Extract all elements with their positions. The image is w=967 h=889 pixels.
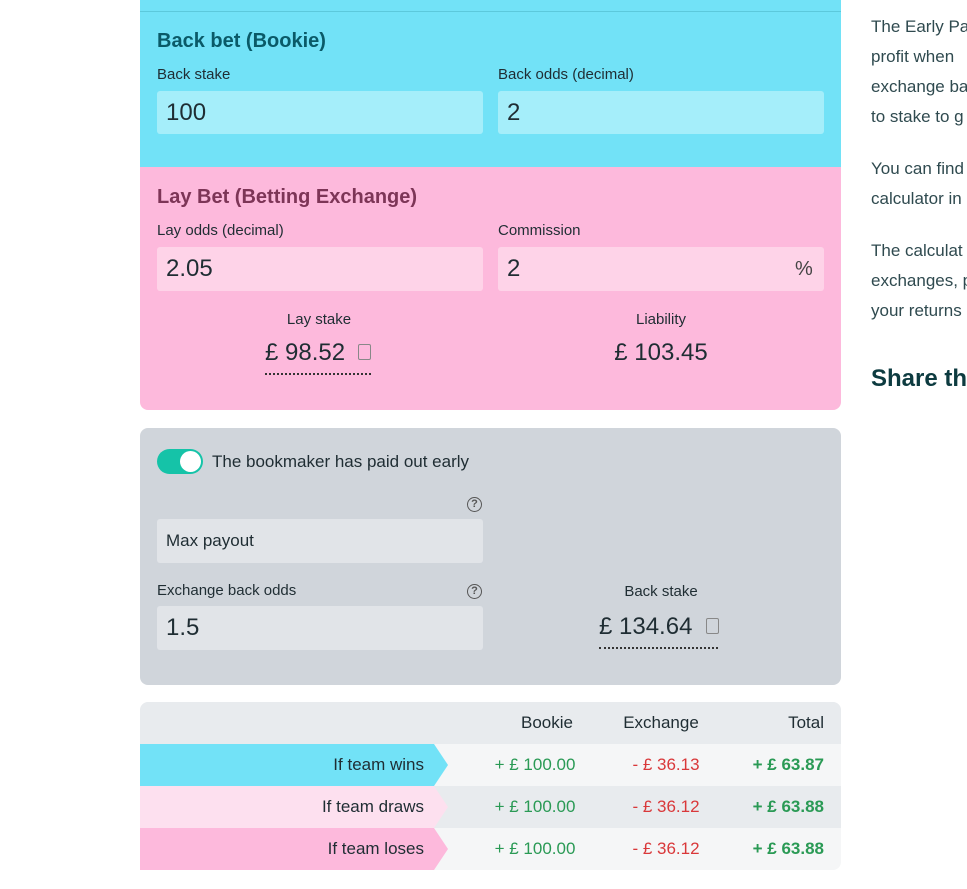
text-input[interactable]: 100 — [157, 91, 483, 134]
text-input[interactable]: 2 — [498, 91, 824, 134]
toggle[interactable] — [157, 449, 203, 474]
column-header: Total — [788, 713, 824, 732]
row-arrow — [140, 828, 448, 870]
result-label: Back stake — [624, 583, 698, 600]
sidebar-text: exchange ba — [871, 77, 967, 96]
field-label: Commission — [498, 222, 581, 239]
text-input[interactable]: 1.5 — [157, 606, 483, 650]
sidebar-text: calculator in — [871, 189, 962, 208]
total-value: + £ 63.88 — [752, 797, 824, 816]
column-header: Bookie — [521, 713, 573, 732]
divider — [140, 11, 841, 12]
input-suffix: % — [795, 258, 813, 280]
copy-icon[interactable] — [358, 344, 371, 360]
result-value[interactable]: £ 134.64 — [599, 613, 719, 649]
sidebar-heading: Share th — [871, 365, 967, 392]
result-label: Lay stake — [286, 311, 352, 328]
section-title: Back bet (Bookie) — [157, 30, 326, 52]
table-header — [140, 702, 841, 744]
row-label: If team wins — [333, 755, 424, 774]
section-title: Lay Bet (Betting Exchange) — [157, 186, 418, 208]
table-row: If team wins + £ 100.00- £ 36.13 + £ 63.87 — [140, 744, 841, 786]
sidebar-text: The Early Pa — [871, 17, 967, 36]
help-icon[interactable]: ? — [467, 497, 482, 512]
row-label: If team draws — [321, 797, 424, 816]
table-row: If team loses + £ 100.00- £ 36.12 + £ 63.8… — [140, 828, 841, 870]
row-arrow — [140, 744, 448, 786]
total-value: + £ 63.88 — [752, 839, 824, 858]
back-bet-section — [140, 0, 841, 167]
table-row: If team draws + £ 100.00- £ 36.12 + £ 63.8… — [140, 786, 841, 828]
toggle-knob — [180, 451, 201, 472]
sidebar-text: profit when — [871, 47, 955, 66]
sidebar-text: The calculat — [871, 241, 963, 260]
select[interactable]: Max payout — [157, 519, 483, 563]
text-input[interactable]: 2.05 — [157, 247, 483, 291]
field-label: Lay odds (decimal) — [157, 222, 284, 239]
row-arrow — [140, 786, 448, 828]
result-value[interactable]: £ 98.52 — [265, 339, 372, 375]
field-label: Back stake — [157, 66, 231, 83]
field-label: Back odds (decimal) — [498, 66, 634, 83]
sidebar-text: your returns — [871, 301, 962, 320]
result-value: £ 103.45 — [614, 339, 708, 366]
field-label: Exchange back odds — [157, 582, 297, 599]
text-input[interactable]: 2 — [498, 247, 824, 291]
sidebar-text: You can find — [871, 159, 964, 178]
row-label: If team loses — [327, 839, 424, 858]
sidebar-text: exchanges, p — [871, 271, 967, 290]
sidebar: The Early Pa profit when exchange ba to sta… — [871, 0, 967, 889]
copy-icon[interactable] — [706, 618, 719, 634]
total-value: + £ 63.87 — [752, 755, 824, 774]
help-icon[interactable]: ? — [467, 584, 482, 599]
result-label: Liability — [635, 311, 687, 328]
toggle-label: The bookmaker has paid out early — [212, 452, 470, 471]
sidebar-text: to stake to g — [871, 107, 964, 126]
column-header: Exchange — [623, 713, 699, 732]
